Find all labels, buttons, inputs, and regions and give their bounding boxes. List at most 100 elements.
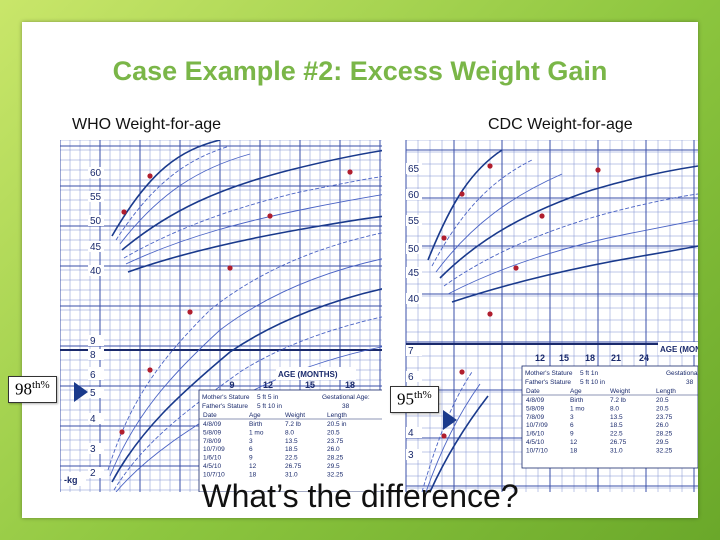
mother-stature-label: Mother's Stature bbox=[525, 370, 573, 377]
table-cell: 20.5 in bbox=[327, 421, 347, 428]
table-cell: 9 bbox=[249, 455, 253, 462]
father-stature-label: Father's Stature bbox=[525, 379, 571, 386]
y-tick-label: 40 bbox=[90, 266, 102, 277]
info-table bbox=[198, 389, 386, 492]
y-tick-label: 9 bbox=[90, 336, 96, 347]
table-cell: 6 bbox=[249, 446, 253, 453]
y-tick-label: 6 bbox=[90, 370, 96, 381]
question-text: What’s the difference? bbox=[201, 478, 519, 514]
table-cell: 9 bbox=[570, 431, 574, 438]
table-cell: 7/8/09 bbox=[203, 438, 221, 445]
who-percentile-arrow bbox=[74, 382, 88, 402]
y-tick-label: 8 bbox=[90, 350, 96, 361]
percentile-curve bbox=[451, 245, 698, 303]
table-header-cell: Weight bbox=[285, 412, 305, 419]
y-tick-label: 7 bbox=[408, 346, 414, 357]
table-cell: 1 mo bbox=[570, 405, 585, 412]
slide-title: Case Example #2: Excess Weight Gain bbox=[112, 56, 608, 86]
gestational-age-label: Gestationa bbox=[666, 370, 698, 377]
table-cell: 3 bbox=[570, 414, 574, 421]
table-cell: 10/7/09 bbox=[203, 446, 225, 453]
table-cell: 8.0 bbox=[610, 405, 619, 412]
cdc-growth-chart-svg: 65605550454076543AGE (MON1215182124Mothe… bbox=[405, 140, 698, 492]
y-tick-label: 4 bbox=[90, 414, 96, 425]
table-cell: 28.25 bbox=[656, 431, 673, 438]
tick-label-bg bbox=[406, 449, 422, 460]
tick-label-bg bbox=[406, 371, 422, 382]
table-cell: 10/7/10 bbox=[203, 471, 225, 478]
table-cell: 6 bbox=[570, 422, 574, 429]
measurement-point bbox=[187, 309, 193, 315]
y-tick-label: 6 bbox=[408, 372, 414, 383]
table-cell: 7/8/09 bbox=[526, 414, 544, 421]
table-cell: 31.0 bbox=[610, 447, 623, 454]
gestational-age-value: 38 bbox=[342, 403, 350, 410]
measurement-point bbox=[487, 163, 493, 169]
y-tick-label: 5 bbox=[90, 388, 96, 399]
gestational-age-label: Gestational Age: bbox=[322, 394, 370, 401]
table-cell: 32.25 bbox=[327, 471, 344, 478]
y-tick-label: 45 bbox=[408, 268, 420, 279]
measurement-point bbox=[267, 213, 273, 219]
mother-stature-label: Mother's Stature bbox=[202, 394, 250, 401]
percentile-curve bbox=[123, 175, 386, 259]
table-cell: 4/5/10 bbox=[526, 439, 544, 446]
table-header-cell: Age bbox=[249, 412, 261, 419]
tick-label-bg bbox=[88, 349, 104, 360]
tick-label-bg bbox=[88, 413, 104, 424]
table-cell: 1/6/10 bbox=[526, 431, 544, 438]
table-cell: 1/6/10 bbox=[203, 455, 221, 462]
measurement-point bbox=[119, 429, 125, 435]
y-tick-label: 4 bbox=[408, 428, 414, 439]
percentile-curve bbox=[447, 219, 698, 295]
table-cell: 18.5 bbox=[610, 422, 623, 429]
cdc-growth-chart: 65605550454076543AGE (MON1215182124Mothe… bbox=[382, 140, 698, 492]
y-unit-label: -kg bbox=[64, 475, 78, 485]
tick-label-bg bbox=[88, 265, 104, 276]
table-cell: 31.0 bbox=[285, 471, 298, 478]
table-cell: 1 mo bbox=[249, 429, 264, 436]
table-cell: 13.5 bbox=[610, 414, 623, 421]
who-chart-label: WHO Weight-for-age bbox=[72, 116, 222, 133]
table-cell: 10/7/09 bbox=[526, 422, 548, 429]
y-tick-label: 60 bbox=[90, 168, 102, 179]
age-header-bg bbox=[276, 367, 356, 380]
measurement-point bbox=[459, 369, 465, 375]
percentile-curve bbox=[435, 173, 563, 273]
measurement-point bbox=[487, 311, 493, 317]
tick-label-bg bbox=[88, 443, 104, 454]
x-tick-label: 15 bbox=[305, 380, 315, 390]
x-tick-label: 24 bbox=[639, 353, 649, 363]
table-header-cell: Weight bbox=[610, 388, 630, 395]
measurement-point bbox=[147, 367, 153, 373]
gestational-age-value: 38 bbox=[686, 379, 694, 386]
percentile-curve bbox=[113, 315, 386, 491]
table-cell: 7.2 lb bbox=[610, 397, 626, 404]
father-stature-label: Father's Stature bbox=[202, 403, 248, 410]
tick-label-bg bbox=[88, 215, 104, 226]
table-cell: 29.5 bbox=[327, 463, 340, 470]
table-cell: 5/8/09 bbox=[526, 405, 544, 412]
table-cell: 4/8/09 bbox=[526, 397, 544, 404]
tick-label-bg bbox=[88, 191, 104, 202]
table-cell: Birth bbox=[570, 397, 584, 404]
table-cell: Birth bbox=[249, 421, 263, 428]
percentile-curve bbox=[111, 140, 221, 237]
percentile-curve bbox=[125, 193, 386, 265]
table-cell: 20.5 bbox=[327, 429, 340, 436]
mother-stature-value: 5 ft 1n bbox=[580, 370, 598, 377]
table-cell: 26.0 bbox=[327, 446, 340, 453]
table-cell: 18 bbox=[249, 471, 257, 478]
table-header-cell: Age bbox=[570, 388, 582, 395]
percentile-curve bbox=[439, 165, 698, 279]
table-header-cell: Date bbox=[526, 388, 540, 395]
y-tick-label: 60 bbox=[408, 190, 420, 201]
measurement-point bbox=[347, 169, 353, 175]
tick-label-bg bbox=[406, 345, 422, 356]
tick-label-bg bbox=[88, 369, 104, 380]
table-cell: 26.0 bbox=[656, 422, 669, 429]
table-cell: 29.5 bbox=[656, 439, 669, 446]
table-cell: 23.75 bbox=[327, 438, 344, 445]
percentile-curve bbox=[115, 145, 231, 241]
x-tick-label: 21 bbox=[611, 353, 621, 363]
